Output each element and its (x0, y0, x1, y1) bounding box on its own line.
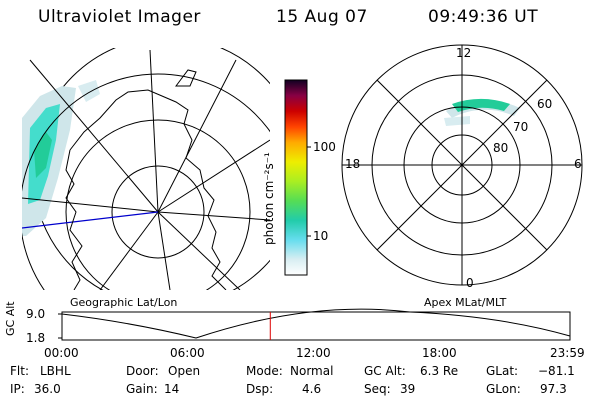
door-label: Door: (126, 364, 159, 378)
date-label: 15 Aug 07 (276, 7, 368, 27)
auroral-oval (452, 98, 510, 112)
ip-label: IP: (10, 382, 25, 396)
glon-value: 97.3 (540, 382, 567, 396)
dsp-value: 4.6 (302, 382, 322, 396)
timeline-xtick-1200: 12:00 (296, 346, 331, 360)
timeline-ytick-label-1.8: 1.8 (26, 331, 46, 345)
faint-emission-patch (444, 116, 470, 126)
coastline-east (69, 89, 227, 290)
filter-value: LBHL (40, 364, 71, 378)
ground-track (22, 211, 159, 229)
mlt-label-12: 12 (456, 46, 472, 60)
mode-value: Normal (290, 364, 334, 378)
mlat-mlt-plot (341, 44, 583, 286)
glat-value: −81.1 (538, 364, 575, 378)
left-panel-label: Geographic Lat/Lon (70, 296, 178, 309)
faint-emission-patch (78, 80, 100, 102)
glon-label: GLon: (486, 382, 521, 396)
island-outline (175, 69, 197, 87)
colorbar-label-10: 10 (313, 229, 329, 243)
mlt-spokes (342, 45, 582, 285)
color-bar (284, 79, 308, 276)
instrument-title: Ultraviolet Imager (38, 7, 201, 27)
gcalt-value: 6.3 Re (420, 364, 459, 378)
meridians (22, 49, 270, 290)
gain-value: 14 (164, 382, 180, 396)
timeline-xtick-2359: 23:59 (550, 346, 585, 360)
altitude-timeline (58, 308, 571, 341)
gain-label: Gain: (126, 382, 158, 396)
coastline-west (65, 149, 83, 290)
mlt-label-0: 0 (466, 276, 474, 290)
lat-circle-80 (111, 165, 205, 259)
right-panel-label: Apex MLat/MLT (424, 296, 507, 309)
filter-label: Flt: (10, 364, 29, 378)
mlat-label-60: 60 (537, 97, 553, 111)
gcalt-label: GC Alt: (364, 364, 406, 378)
colorbar-unit-label: photon cm⁻²s⁻¹ (262, 152, 276, 245)
mlat-label-80: 80 (493, 141, 509, 155)
dsp-label: Dsp: (246, 382, 274, 396)
altitude-curve (61, 308, 571, 339)
mlt-label-6: 6 (574, 157, 582, 171)
time-label: 09:49:36 UT (428, 7, 539, 27)
colorbar-label-100: 100 (313, 140, 336, 154)
mlt-label-18: 18 (345, 157, 361, 171)
seq-value: 39 (400, 382, 416, 396)
timeline-ytick-label-9: 9.0 (26, 307, 46, 321)
timeline-xtick-0600: 06:00 (170, 346, 205, 360)
timeline-xtick-1800: 18:00 (422, 346, 457, 360)
timeline-xtick-0000: 00:00 (44, 346, 79, 360)
seq-label: Seq: (364, 382, 391, 396)
mlat-label-70: 70 (513, 120, 529, 134)
lat-circle-70 (65, 119, 251, 290)
mode-label: Mode: (246, 364, 283, 378)
geographic-map (22, 48, 270, 290)
door-value: Open (168, 364, 201, 378)
timeline-frame (61, 311, 571, 341)
ip-value: 36.0 (34, 382, 61, 396)
timeline-y-axis-label: GC Alt (4, 301, 17, 336)
lat-circle-60 (22, 73, 270, 290)
glat-label: GLat: (486, 364, 519, 378)
